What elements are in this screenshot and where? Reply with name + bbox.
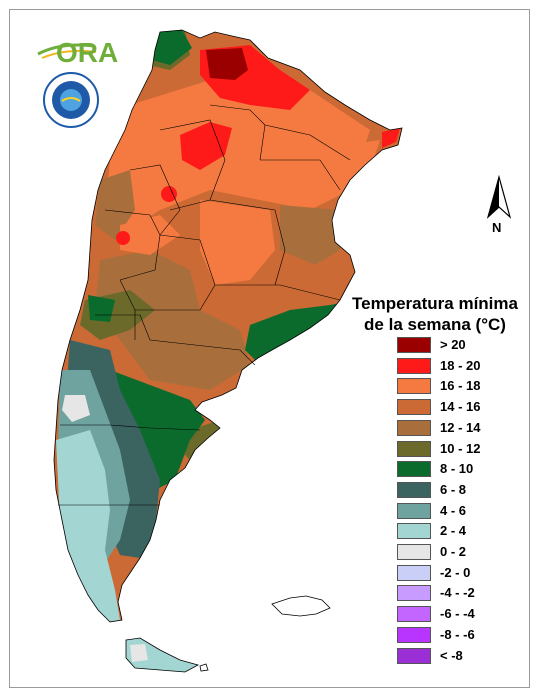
legend-label: 4 - 6 [440, 502, 467, 518]
ora-logo [37, 43, 97, 59]
legend-swatch [397, 378, 431, 395]
legend-swatch [397, 606, 431, 623]
zone-12-14-east [280, 205, 340, 265]
legend-item: -2 - 0 [397, 564, 517, 583]
legend-swatch [397, 419, 431, 436]
zone-8-10-patagonia [110, 370, 205, 490]
legend-label: -4 - -2 [440, 585, 475, 601]
legend-label: -8 - -6 [440, 626, 475, 642]
tdf-cold-zone [130, 644, 148, 662]
zone-16-18-centre [200, 200, 275, 285]
legend-label: 6 - 8 [440, 481, 467, 497]
legend-item: < -8 [397, 647, 517, 666]
legend-swatch [397, 481, 431, 498]
legend-swatch [397, 502, 431, 519]
legend-item: 4 - 6 [397, 502, 517, 521]
zone-16-18-cuyo [120, 215, 180, 255]
small-island [199, 663, 209, 672]
legend-label: 8 - 10 [440, 461, 474, 477]
legend-label: 0 - 2 [440, 544, 467, 559]
legend-item: 14 - 16 [397, 399, 517, 417]
legend-swatch [397, 440, 431, 457]
legend-swatch [397, 461, 431, 478]
legend-swatch [397, 564, 431, 581]
zone-2-4 [56, 430, 120, 622]
north-arrow-icon [486, 175, 512, 219]
zone-18-20-spot-b [116, 231, 130, 245]
legend-swatch [397, 647, 431, 664]
zone-16-18-east [310, 140, 380, 185]
legend-label: -2 - 0 [440, 564, 471, 580]
legend-item: 2 - 4 [397, 523, 517, 541]
legend-label: > 20 [440, 337, 466, 352]
map-frame: ORA N Temperatura mínima de la semana (°… [9, 9, 530, 688]
legend-item: 16 - 18 [397, 378, 517, 396]
north-label: N [492, 220, 502, 235]
legend-swatch [397, 357, 431, 374]
legend-swatch [397, 399, 431, 416]
legend-label: 16 - 18 [440, 378, 481, 394]
zone-18-20-chaco [180, 122, 232, 170]
ora-logo-text: ORA [56, 37, 119, 68]
legend-item: > 20 [397, 337, 517, 355]
legend-title: Temperatura mínima de la semana (°C) [340, 293, 529, 335]
legend-swatch [397, 626, 431, 643]
zone-12-14-central [95, 250, 250, 390]
legend-label: -6 - -4 [440, 606, 475, 622]
malvinas-islands [271, 595, 331, 617]
legend-item: 6 - 8 [397, 481, 517, 500]
country-outline [53, 29, 403, 623]
legend-item: 0 - 2 [397, 544, 517, 562]
zone-8-10-north [150, 30, 192, 65]
legend-item: -4 - -2 [397, 585, 517, 603]
zone-0-2 [62, 395, 90, 422]
zone-gt-20 [206, 48, 248, 80]
legend-label: 14 - 16 [440, 399, 481, 415]
agency-seal-icon [43, 72, 99, 128]
legend-title-line2: de la semana (°C) [364, 315, 506, 334]
legend-swatch [397, 585, 431, 602]
zone-12-14-west [95, 170, 135, 240]
legend-item: -6 - -4 [397, 606, 517, 624]
legend-swatch [397, 544, 431, 560]
legend-swatch [397, 523, 431, 540]
legend-item: 12 - 14 [397, 419, 517, 438]
zone-18-20-spot-a [161, 186, 177, 202]
legend-item: -8 - -6 [397, 626, 517, 645]
legend-item: 8 - 10 [397, 461, 517, 479]
legend-swatch [397, 337, 431, 353]
legend-item: 18 - 20 [397, 357, 517, 376]
legend-label: 10 - 12 [440, 440, 481, 456]
legend-label: 2 - 4 [440, 523, 467, 539]
legend-title-line1: Temperatura mínima [352, 294, 518, 313]
legend-label: 12 - 14 [440, 419, 481, 435]
legend-label: < -8 [440, 647, 463, 663]
province-borders [58, 104, 351, 506]
temperature-map [53, 29, 403, 673]
legend-label: 18 - 20 [440, 357, 481, 373]
zone-18-20-misiones [382, 128, 400, 148]
legend-item: 10 - 12 [397, 440, 517, 459]
